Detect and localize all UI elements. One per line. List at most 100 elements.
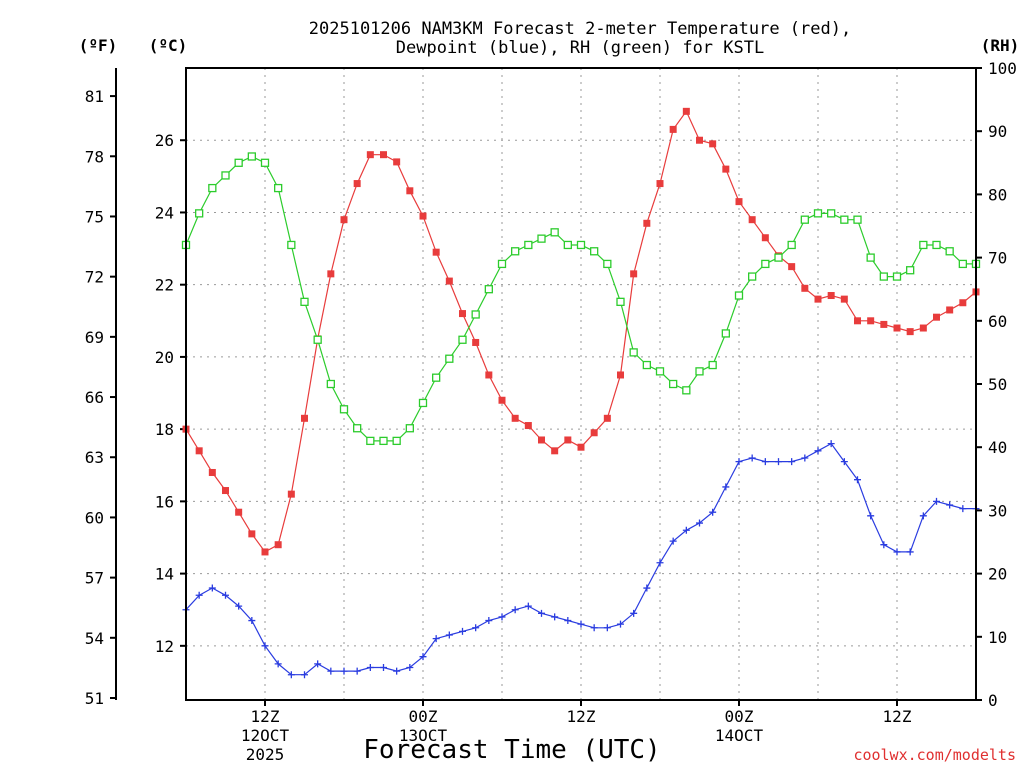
- dewpoint-point: [366, 663, 374, 671]
- rh-point: [721, 329, 730, 338]
- 2-meter-temperature-point: [933, 313, 940, 321]
- rh-point: [392, 436, 401, 446]
- 2-meter-temperature-point: [327, 270, 335, 278]
- celsius-tick-label: 18: [155, 420, 174, 439]
- dewpoint-point: [485, 617, 493, 625]
- rh-point: [260, 158, 270, 167]
- 2-meter-temperature-line: [185, 110, 977, 553]
- rh-point: [655, 367, 665, 376]
- rh-tick-label: 0: [988, 691, 998, 710]
- 2-meter-temperature-point: [195, 447, 203, 455]
- dewpoint-point: [788, 458, 796, 466]
- rh-point: [800, 215, 809, 224]
- 2-meter-temperature-point: [630, 270, 638, 278]
- 2-meter-temperature-point: [761, 234, 769, 242]
- 2-meter-temperature-point: [959, 299, 967, 307]
- dewpoint-point: [919, 512, 927, 520]
- rh-point: [471, 310, 480, 319]
- 2-meter-temperature-point: [235, 508, 243, 516]
- 2-meter-temperature-point: [301, 414, 308, 422]
- rh-point: [576, 240, 586, 250]
- rh-tick-label: 80: [988, 185, 1007, 204]
- 2-meter-temperature-point: [445, 277, 453, 285]
- 2-meter-temperature-point: [814, 295, 822, 303]
- 2-meter-temperature-point: [432, 248, 440, 256]
- celsius-tick-label: 24: [155, 203, 174, 222]
- 2-meter-temperature-point: [643, 219, 651, 227]
- rh-point: [840, 215, 849, 224]
- x-tick-label: 12Z: [251, 707, 280, 726]
- rh-point: [366, 436, 375, 446]
- 2-meter-temperature-point: [603, 414, 611, 422]
- 2-meter-temperature-point: [287, 490, 295, 498]
- rh-point: [958, 259, 967, 269]
- 2-meter-temperature-point: [406, 187, 414, 195]
- dewpoint-point: [682, 526, 690, 534]
- x-tick-label: 00Z: [409, 707, 438, 726]
- dewpoint-point: [827, 440, 835, 448]
- fahrenheit-tick-label: 66: [85, 388, 104, 407]
- rh-point: [669, 379, 678, 389]
- rh-tick-label: 30: [988, 501, 1007, 520]
- dewpoint-point: [669, 537, 677, 545]
- rh-point: [603, 259, 612, 269]
- 2-meter-temperature-point: [906, 328, 914, 336]
- dewpoint-point: [419, 653, 427, 661]
- 2-meter-temperature-point: [498, 396, 506, 404]
- 2-meter-temperature-point: [946, 306, 954, 314]
- fahrenheit-tick-label: 54: [85, 629, 104, 648]
- rh-point: [537, 234, 546, 243]
- dewpoint-point: [406, 663, 414, 671]
- dewpoint-point: [314, 660, 322, 668]
- dewpoint-point: [801, 454, 809, 462]
- rh-point: [300, 297, 309, 306]
- rh-point: [708, 360, 717, 370]
- 2-meter-temperature-point: [340, 216, 348, 224]
- dewpoint-point: [735, 458, 743, 466]
- 2-meter-temperature-point: [669, 125, 677, 133]
- 2-meter-temperature-point: [656, 180, 664, 188]
- rh-point: [418, 398, 428, 408]
- dewpoint-point: [327, 667, 335, 675]
- celsius-tick-label: 20: [155, 348, 174, 367]
- rh-point: [787, 240, 796, 250]
- dewpoint-point: [551, 613, 559, 621]
- 2-meter-temperature-point: [867, 317, 875, 325]
- dewpoint-point: [880, 541, 888, 549]
- dewpoint-point: [287, 671, 295, 679]
- x-tick-date-label: 14OCT: [715, 726, 764, 745]
- dewpoint-point: [696, 519, 703, 527]
- rh-point: [616, 297, 625, 306]
- dewpoint-point: [564, 617, 572, 625]
- rh-point: [919, 240, 928, 250]
- dewpoint-point: [353, 667, 361, 675]
- celsius-tick-label: 26: [155, 131, 174, 150]
- 2-meter-temperature-point: [919, 324, 927, 332]
- 2-meter-temperature-point: [722, 165, 730, 173]
- x-tick-label: 00Z: [725, 707, 754, 726]
- 2-meter-temperature-point: [854, 317, 861, 325]
- dewpoint-point: [577, 620, 585, 628]
- dewpoint-point: [445, 631, 453, 639]
- rh-point: [195, 209, 204, 218]
- rh-point: [642, 360, 651, 370]
- source-credit: coolwx.com/modelts: [853, 746, 1016, 764]
- dewpoint-point: [722, 483, 730, 491]
- rh-point: [853, 215, 862, 224]
- 2-meter-temperature-point: [788, 263, 796, 271]
- dewpoint-point: [761, 458, 769, 466]
- rh-point: [497, 259, 507, 269]
- rh-point: [524, 240, 533, 250]
- dewpoint-point: [814, 447, 822, 455]
- dewpoint-point: [301, 671, 308, 679]
- x-tick-date-label: 13OCT: [399, 726, 448, 745]
- rh-tick-label: 10: [988, 628, 1007, 647]
- rh-point: [945, 247, 954, 256]
- fahrenheit-tick-label: 63: [85, 448, 104, 467]
- 2-meter-temperature-point: [380, 151, 387, 159]
- rh-tick-label: 100: [988, 59, 1017, 78]
- fahrenheit-tick-label: 81: [85, 87, 104, 106]
- dewpoint-point: [906, 548, 914, 556]
- celsius-tick-label: 16: [155, 492, 174, 511]
- dewpoint-point: [261, 642, 269, 650]
